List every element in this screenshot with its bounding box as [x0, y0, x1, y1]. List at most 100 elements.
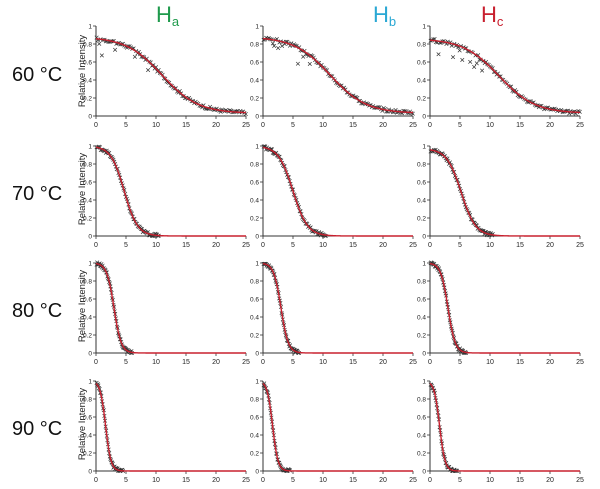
data-point: [97, 41, 102, 46]
data-point: [276, 46, 281, 51]
y-tick-label: 1: [422, 379, 426, 386]
x-tick-label: 10: [319, 477, 327, 484]
x-tick-label: 5: [124, 359, 128, 366]
panel-4-3: 0 5 10 15 20 25 0 0.2 0.4 0.6 0.8 1: [417, 379, 584, 485]
y-tick-label: 0.4: [83, 78, 92, 85]
y-tick-label: 0.4: [250, 198, 259, 205]
y-tick-label: 0.8: [250, 162, 259, 169]
y-tick-label: 1: [255, 144, 259, 151]
y-tick-label: 0.4: [83, 433, 92, 440]
y-tick-label: 0.6: [417, 297, 426, 304]
fit-curve: [262, 262, 413, 354]
y-tick-label: 0.8: [83, 279, 92, 286]
panel-4-1: 0 5 10 15 20 25 0 0.2 0.4 0.6 0.8 1: [83, 379, 250, 485]
x-tick-label: 5: [124, 477, 128, 484]
y-tick-label: 0.4: [250, 315, 259, 322]
y-tick-label: 0.2: [250, 216, 259, 223]
x-tick-label: 15: [349, 122, 357, 129]
row-label-70c: 70 °C: [12, 183, 63, 205]
x-tick-label: 10: [319, 359, 327, 366]
y-tick-label: 0.6: [83, 415, 92, 422]
panel-2-1: 0 5 10 15 20 25 0 0.2 0.4 0.6 0.8 1: [83, 144, 250, 250]
y-tick-label: 0.8: [83, 162, 92, 169]
x-tick-label: 15: [349, 359, 357, 366]
y-tick-label: 0: [255, 234, 259, 241]
x-tick-label: 5: [291, 242, 295, 249]
column-header-ha: Ha: [156, 2, 180, 29]
x-tick-label: 15: [349, 242, 357, 249]
y-tick-label: 0.6: [417, 60, 426, 67]
fit-curve: [95, 262, 246, 354]
panel-1-2: 0 5 10 15 20 25 0 0.2 0.4 0.6 0.8 1: [250, 24, 417, 130]
x-tick-label: 0: [94, 122, 98, 129]
fit-curve: [429, 262, 580, 354]
data-point: [457, 48, 462, 53]
y-tick-label: 0.2: [250, 96, 259, 103]
y-tick-label: 0.2: [83, 333, 92, 340]
data-point: [146, 68, 151, 73]
x-tick-label: 15: [182, 359, 190, 366]
panel-1-3: 0 5 10 15 20 25 0 0.2 0.4 0.6 0.8 1: [417, 24, 584, 130]
y-tick-label: 0.2: [83, 216, 92, 223]
y-tick-label: 0.8: [417, 42, 426, 49]
y-tick-label: 0.8: [83, 397, 92, 404]
x-tick-label: 10: [152, 242, 160, 249]
row-label-80c: 80 °C: [12, 300, 63, 322]
fit-curve: [429, 39, 581, 114]
x-tick-label: 25: [242, 359, 250, 366]
y-tick-label: 1: [422, 261, 426, 268]
y-tick-label: 0.4: [83, 315, 92, 322]
x-tick-label: 15: [182, 122, 190, 129]
y-tick-label: 1: [422, 144, 426, 151]
y-tick-label: 0.6: [83, 60, 92, 67]
data-point: [474, 61, 479, 66]
x-tick-label: 15: [516, 122, 524, 129]
y-tick-label: 0.4: [83, 198, 92, 205]
row-label-60c: 60 °C: [12, 64, 63, 86]
y-tick-label: 0.8: [83, 42, 92, 49]
x-tick-label: 20: [546, 122, 554, 129]
data-point: [474, 223, 479, 228]
y-tick-label: 0.8: [417, 397, 426, 404]
y-tick-label: 0: [88, 114, 92, 121]
y-tick-label: 0.4: [417, 315, 426, 322]
y-tick-label: 1: [88, 144, 92, 151]
x-tick-label: 20: [379, 477, 387, 484]
x-tick-label: 20: [212, 477, 220, 484]
x-tick-label: 0: [261, 359, 265, 366]
y-tick-label: 0: [255, 469, 259, 476]
data-point: [107, 150, 112, 156]
y-tick-label: 0: [422, 114, 426, 121]
x-tick-label: 5: [291, 359, 295, 366]
data-point: [498, 74, 503, 79]
x-tick-label: 25: [576, 359, 584, 366]
x-tick-label: 25: [576, 122, 584, 129]
fit-curve: [262, 146, 413, 237]
x-tick-label: 0: [428, 122, 432, 129]
data-point: [311, 55, 316, 60]
panel-2-3: 0 5 10 15 20 25 0 0.2 0.4 0.6 0.8 1: [417, 144, 584, 250]
panel-1-1: 0 5 10 15 20 25 0 0.2 0.4 0.6 0.8 1: [83, 24, 250, 130]
y-tick-label: 0.2: [83, 451, 92, 458]
x-tick-label: 10: [152, 122, 160, 129]
y-tick-label: 0: [422, 469, 426, 476]
x-tick-label: 10: [152, 477, 160, 484]
y-tick-label: 0.8: [250, 42, 259, 49]
row-label-90c: 90 °C: [12, 418, 63, 440]
x-tick-label: 5: [458, 477, 462, 484]
x-tick-label: 15: [516, 359, 524, 366]
data-point: [472, 64, 477, 69]
y-tick-label: 1: [422, 24, 426, 31]
data-point: [113, 47, 118, 52]
data-point: [450, 55, 456, 60]
y-tick-label: 0.6: [83, 180, 92, 187]
x-tick-label: 10: [319, 242, 327, 249]
data-point: [262, 381, 267, 386]
y-tick-label: 0.2: [417, 96, 426, 103]
x-tick-label: 25: [409, 242, 417, 249]
y-tick-label: 0.6: [250, 297, 259, 304]
x-tick-label: 5: [291, 122, 295, 129]
y-tick-label: 0.8: [417, 279, 426, 286]
column-header-hb: Hb: [373, 2, 397, 29]
